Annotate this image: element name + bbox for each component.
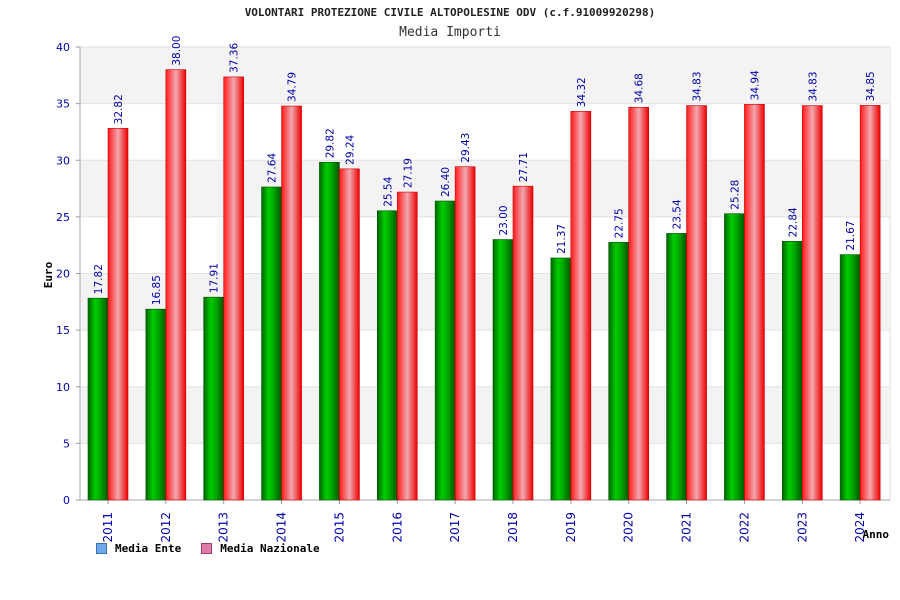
legend: Media Ente Media Nazionale: [96, 542, 320, 555]
bar-media-ente: [724, 213, 745, 501]
bar-media-nazionale: [281, 105, 302, 501]
legend-swatch-ente: [96, 543, 107, 554]
legend-label-nazionale: Media Nazionale: [220, 542, 320, 555]
bar-media-nazionale: [744, 104, 765, 501]
bar-media-ente: [376, 210, 398, 501]
bar-media-ente: [550, 257, 572, 501]
bar-media-nazionale: [570, 111, 592, 501]
bar-media-nazionale: [396, 191, 418, 501]
data-label: 29.82: [324, 128, 336, 158]
grid-band: [80, 273, 890, 331]
bar-media-nazionale: [339, 168, 360, 501]
bar-media-ente: [781, 241, 803, 501]
legend-item-nazionale: Media Nazionale: [201, 542, 320, 555]
y-tick-label: 20: [56, 268, 70, 281]
data-label: 34.94: [749, 70, 761, 100]
data-label: 34.79: [287, 72, 299, 102]
data-label: 23.54: [672, 199, 684, 229]
bar-media-ente: [261, 186, 282, 501]
bar-media-nazionale: [801, 105, 823, 501]
y-tick-label: 35: [56, 98, 70, 111]
data-label: 25.54: [382, 176, 394, 206]
x-tick-label: 2014: [275, 512, 289, 543]
chart-title: VOLONTARI PROTEZIONE CIVILE ALTOPOLESINE…: [244, 6, 656, 19]
y-tick-label: 30: [56, 154, 70, 167]
data-label: 17.91: [209, 263, 221, 293]
data-label: 25.28: [729, 180, 741, 210]
data-label: 29.43: [460, 133, 472, 163]
data-label: 34.83: [807, 71, 819, 101]
bar-media-ente: [203, 296, 225, 501]
x-tick-label: 2021: [680, 512, 694, 543]
legend-item-ente: Media Ente: [96, 542, 181, 555]
data-label: 17.82: [93, 264, 105, 294]
data-label: 22.75: [614, 208, 626, 238]
y-tick-label: 5: [63, 437, 70, 450]
legend-swatch-nazionale: [201, 543, 213, 554]
x-tick-label: 2016: [390, 512, 404, 543]
y-tick-label: 10: [56, 381, 70, 394]
data-label: 22.84: [787, 207, 799, 237]
x-tick-label: 2024: [853, 512, 867, 543]
bar-media-ente: [839, 254, 861, 501]
data-label: 37.36: [229, 43, 241, 73]
legend-label-ente: Media Ente: [115, 542, 182, 555]
bar-media-nazionale: [512, 185, 534, 501]
x-tick-label: 2019: [564, 512, 578, 543]
grid-band: [80, 160, 890, 217]
data-label: 29.24: [344, 134, 356, 164]
x-tick-label: 2018: [506, 512, 520, 543]
x-tick-label: 2011: [101, 512, 115, 543]
data-label: 21.67: [845, 221, 857, 251]
x-tick-label: 2015: [332, 512, 346, 543]
data-label: 34.32: [576, 77, 588, 107]
bar-media-ente: [87, 297, 109, 501]
y-tick-label: 25: [56, 211, 70, 224]
bar-media-nazionale: [859, 105, 881, 501]
bar-media-nazionale: [686, 105, 707, 501]
x-tick-label: 2020: [622, 512, 636, 543]
bar-media-ente: [319, 161, 340, 501]
x-tick-label: 2017: [448, 512, 462, 543]
data-label: 32.82: [113, 94, 125, 124]
bar-media-ente: [666, 233, 687, 501]
y-tick-label: 40: [56, 41, 70, 54]
bar-media-ente: [608, 242, 630, 501]
y-tick-label: 0: [63, 494, 70, 507]
data-label: 27.19: [402, 158, 414, 188]
bar-media-nazionale: [107, 128, 129, 501]
x-tick-label: 2022: [737, 512, 751, 543]
data-label: 21.37: [556, 224, 568, 254]
data-label: 16.85: [151, 275, 163, 305]
bar-media-ente: [434, 200, 456, 501]
data-label: 34.85: [865, 71, 877, 101]
data-label: 34.83: [692, 71, 704, 101]
bar-media-nazionale: [223, 76, 245, 501]
bar-media-ente: [145, 308, 167, 501]
x-tick-label: 2013: [217, 512, 231, 543]
x-axis-label: Anno: [863, 528, 890, 541]
data-label: 27.64: [267, 153, 279, 183]
grid-band: [80, 386, 890, 444]
grid-band: [80, 47, 890, 104]
x-tick-label: 2012: [159, 512, 173, 543]
data-label: 23.00: [498, 205, 510, 235]
y-axis-label: Euro: [42, 261, 55, 288]
y-tick-label: 15: [56, 324, 70, 337]
data-label: 34.68: [634, 73, 646, 103]
data-label: 27.71: [518, 152, 530, 182]
x-tick-label: 2023: [795, 512, 809, 543]
bar-media-nazionale: [165, 69, 187, 501]
bar-media-nazionale: [628, 106, 650, 501]
data-label: 38.00: [171, 36, 183, 66]
bar-media-nazionale: [454, 166, 476, 501]
data-label: 26.40: [440, 167, 452, 197]
chart-subtitle: Media Importi: [399, 25, 501, 40]
bar-media-ente: [492, 239, 514, 501]
